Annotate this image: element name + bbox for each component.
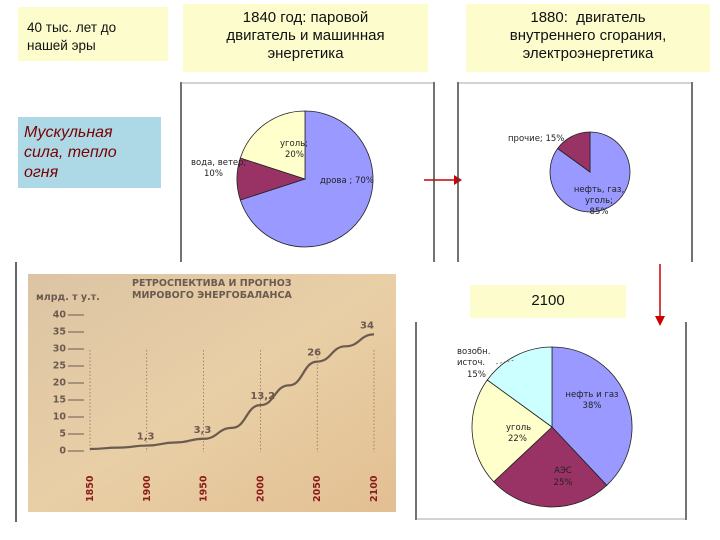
pie-chart-2100: возобн. источ. 15% нефть и газ 38% уголь 22%… [415,322,687,520]
box-2100: 2100 [470,285,626,318]
pie-2100-label-npp: АЭС 25% [554,466,573,488]
box-1880-text: 1880: двигатель внутреннего сгорания, эл… [509,9,667,62]
y-tick-label-5: 25 [53,361,66,372]
data-label-1: 3,3 [194,425,212,436]
y-tick-label-8: 40 [53,310,67,321]
y-tick-label-0: 0 [59,446,66,457]
pie-1840-slice-0 [239,110,374,248]
y-tick-label-4: 20 [53,378,67,389]
data-label-4: 34 [360,320,374,331]
y-tick-label-3: 15 [53,395,66,406]
y-tick-label-1: 5 [59,429,66,440]
box-muscle-power: Мускульная сила, тепло огня [18,117,161,188]
pie-2100-label-coal: уголь 22% [506,423,531,444]
line-chart-energy-balance: млрд. т у.т. РЕТРОСПЕКТИВА И ПРОГНОЗ МИРО… [28,274,396,512]
pie-2100-slice-0 [551,346,633,486]
pie-2100-label-oil-gas: нефть и газ 38% [565,390,619,411]
x-tick-label-2: 1950 [199,475,210,502]
box-1880: 1880: двигатель внутреннего сгорания, эл… [466,4,710,72]
data-label-3: 26 [307,348,321,359]
pie-1880-label-other: прочие; 15% [508,134,564,144]
box-40000-bc: 40 тыс. лет до нашей эры [18,7,168,61]
x-tick-label-1: 1900 [142,475,153,502]
pie-chart-1840: дрова ; 70% вода, ветер; 10% уголь; 20% [180,82,435,262]
y-tick-label-2: 10 [53,412,67,423]
x-tick-label-0: 1850 [85,475,96,502]
pie-1840-label-water-wind: вода, ветер; 10% [191,158,246,179]
pie-2100-leader-line [495,359,515,365]
x-tick-label-4: 2050 [312,475,323,502]
arrow-down [655,264,665,326]
x-tick-label-5: 2100 [369,475,380,502]
pie-1880-slice-1 [557,131,591,173]
x-tick-label-3: 2000 [255,475,266,502]
data-label-2: 13,2 [250,391,275,402]
pie-1840-label-wood: дрова ; 70% [320,176,374,186]
box-muscle-power-text: Мускульная сила, тепло огня [24,124,117,181]
pie-1840-slice-2 [239,110,306,180]
pie-2100-label-renewables: возобн. источ. 15% [457,347,490,380]
box-1840-text: 1840 год: паровой двигатель и машинная э… [226,9,385,62]
data-label-0: 1,3 [137,432,155,443]
y-tick-label-7: 35 [53,327,66,338]
energy-curve [89,333,375,451]
box-40000-bc-text: 40 тыс. лет до нашей эры [27,20,117,53]
box-1840: 1840 год: паровой двигатель и машинная э… [183,4,428,72]
line-chart-frame [15,262,17,522]
y-tick-label-6: 30 [53,344,67,355]
pie-2100-slice-3 [486,346,553,428]
line-chart-ylabel: млрд. т у.т. [36,292,100,303]
line-chart-title: РЕТРОСПЕКТИВА И ПРОГНОЗ МИРОВОГО ЭНЕРГОБА… [132,278,292,301]
pie-2100-slice-1 [493,426,608,508]
line-chart-background [28,274,396,512]
pie-chart-1880: прочие; 15% нефть, газ, уголь; 85% [457,82,693,262]
pie-2100-slice-2 [471,379,553,483]
pie-1880-label-oil-gas-coal: нефть, газ, уголь; 85% [574,185,624,217]
pie-1840-label-coal: уголь; 20% [280,139,308,160]
box-2100-text: 2100 [531,292,565,309]
